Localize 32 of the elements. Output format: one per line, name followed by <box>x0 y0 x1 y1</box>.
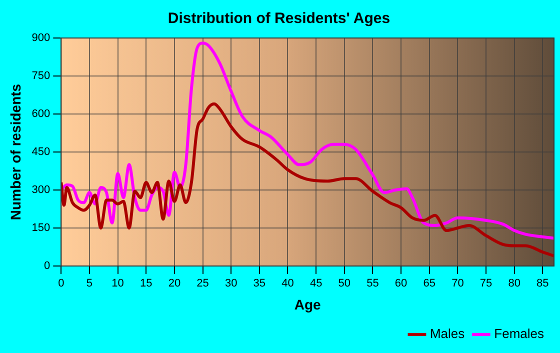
y-tick-label: 300 <box>32 184 50 196</box>
x-tick-label: 50 <box>338 278 351 290</box>
y-tick-label: 450 <box>32 146 50 158</box>
x-tick-label: 85 <box>536 278 549 290</box>
x-tick-label: 30 <box>224 278 238 290</box>
x-tick-label: 65 <box>423 278 436 290</box>
x-tick-label: 60 <box>394 278 408 290</box>
legend-label: Females <box>494 326 544 342</box>
x-tick-label: 15 <box>140 278 152 290</box>
legend-label: Males <box>430 326 466 342</box>
line-series <box>61 42 554 240</box>
x-tick-label: 45 <box>310 278 322 290</box>
x-tick-label: 75 <box>480 278 492 290</box>
x-tick-label: 20 <box>168 278 181 290</box>
chart-title: Distribution of Residents' Ages <box>168 10 390 28</box>
x-tick-label: 40 <box>282 278 294 290</box>
x-tick-label: 55 <box>366 278 379 290</box>
y-axis-title: Number of residents <box>7 84 24 220</box>
y-tick-label: 600 <box>32 108 50 120</box>
x-axis-title: Age <box>294 296 322 312</box>
line-series <box>61 102 554 258</box>
x-tick-label: 0 <box>58 278 64 290</box>
x-tick-label: 10 <box>112 278 124 290</box>
y-tick-label: 150 <box>32 222 50 234</box>
y-tick-label: 900 <box>32 32 50 44</box>
x-tick-label: 70 <box>452 278 464 290</box>
y-tick-label: 0 <box>44 260 50 272</box>
y-tick-label: 750 <box>32 70 50 82</box>
x-tick-label: 35 <box>253 278 266 290</box>
x-tick-label: 80 <box>508 278 520 290</box>
x-tick-label: 25 <box>196 278 209 290</box>
x-tick-label: 5 <box>86 278 93 290</box>
